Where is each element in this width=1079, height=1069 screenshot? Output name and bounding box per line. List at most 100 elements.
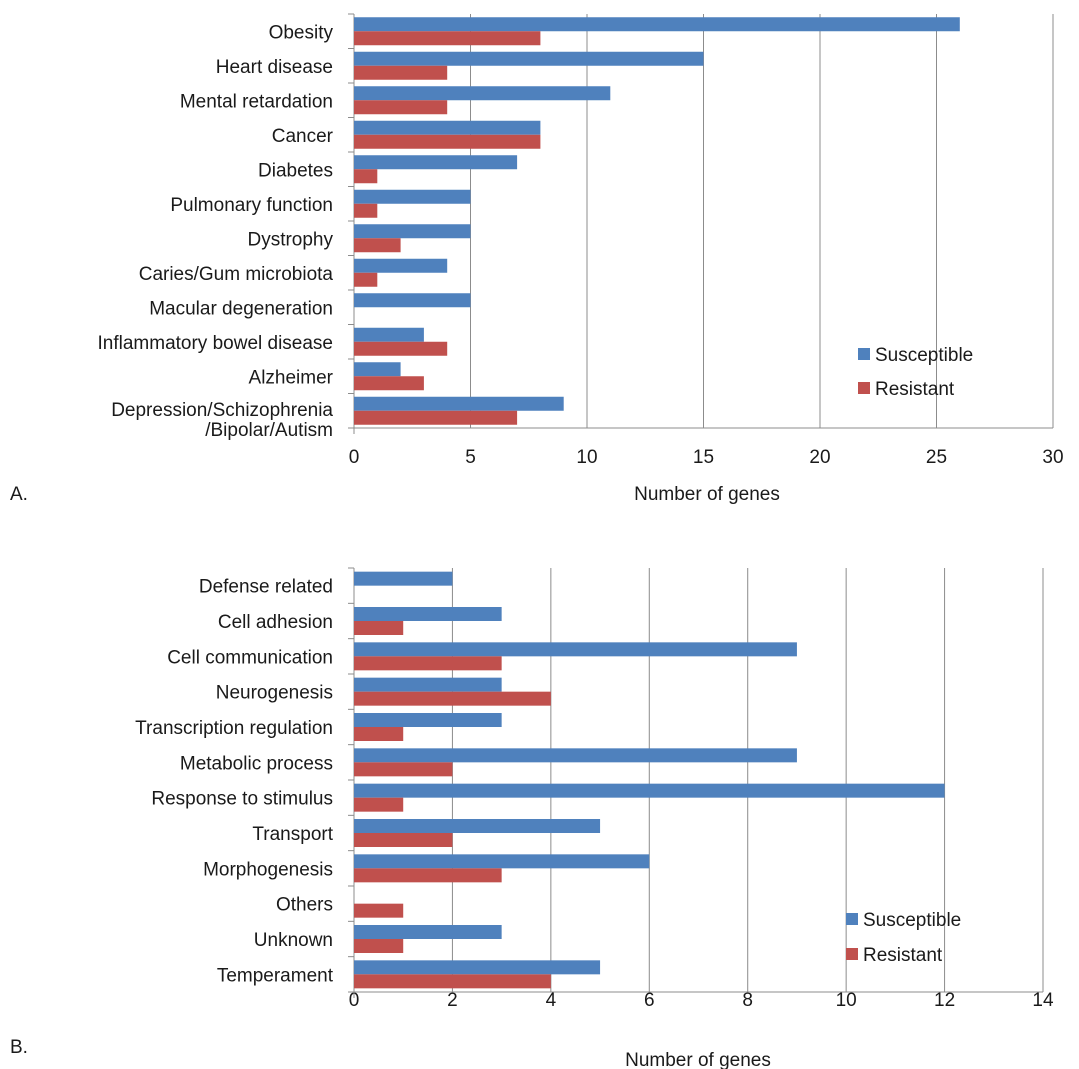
- category-label: Transport: [252, 824, 333, 845]
- bar-susceptible: [354, 189, 471, 204]
- x-tick-label: 0: [349, 990, 360, 1011]
- bar-resistant: [354, 100, 448, 115]
- bar-susceptible: [354, 819, 601, 833]
- bar-susceptible: [354, 86, 611, 101]
- bar-susceptible: [354, 396, 564, 411]
- x-tick-label: 6: [644, 990, 655, 1011]
- panel-a-chart: 0 5 10 15 20 25 30 Obesity Heart disease Mental r…: [10, 13, 1064, 505]
- legend-label-susceptible: Susceptible: [863, 910, 961, 931]
- bar-resistant: [354, 134, 541, 149]
- bar-susceptible: [354, 713, 502, 727]
- panel-b-chart: 0 2 4 6 8 10 12 14 Defense related Cell adhesion C…: [10, 567, 1054, 1069]
- bar-resistant: [354, 868, 502, 883]
- bar-susceptible: [354, 17, 960, 32]
- category-label: Defense related: [199, 577, 333, 598]
- bar-resistant: [354, 410, 518, 425]
- bar-susceptible: [354, 258, 448, 273]
- x-tick-label: 8: [742, 990, 753, 1011]
- bar-susceptible: [354, 362, 401, 377]
- bar-resistant: [354, 974, 551, 989]
- bar-susceptible: [354, 677, 502, 692]
- bar-susceptible: [354, 51, 704, 66]
- bar-susceptible: [354, 854, 650, 869]
- bar-resistant: [354, 833, 453, 847]
- x-tick-label: 30: [1042, 447, 1063, 468]
- category-label: Heart disease: [216, 57, 333, 78]
- category-label: Inflammatory bowel disease: [98, 333, 334, 354]
- bar-susceptible: [354, 642, 797, 657]
- bar-resistant: [354, 376, 424, 391]
- x-tick-label: 2: [447, 990, 458, 1011]
- category-label: Caries/Gum microbiota: [139, 264, 334, 285]
- category-label: Unknown: [254, 930, 333, 951]
- x-axis-title: Number of genes: [634, 484, 780, 505]
- category-label: Response to stimulus: [151, 789, 333, 810]
- bar-resistant: [354, 903, 404, 918]
- x-tick-label: 4: [546, 990, 557, 1011]
- bar-susceptible: [354, 120, 541, 135]
- bar-susceptible: [354, 960, 601, 975]
- x-tick-label: 12: [934, 990, 955, 1011]
- category-label: Transcription regulation: [135, 718, 333, 739]
- x-tick-label: 10: [836, 990, 857, 1011]
- legend-label-resistant: Resistant: [875, 379, 955, 400]
- bar-susceptible: [354, 155, 518, 170]
- category-label: Temperament: [217, 965, 334, 986]
- bar-susceptible: [354, 293, 471, 308]
- bar-susceptible: [354, 224, 471, 239]
- bar-susceptible: [354, 327, 424, 342]
- x-tick-label: 20: [809, 447, 830, 468]
- category-label: Cell communication: [167, 647, 333, 668]
- x-tick-label: 5: [465, 447, 476, 468]
- legend-swatch-resistant: [858, 382, 870, 394]
- category-label: Diabetes: [258, 160, 333, 181]
- bar-resistant: [354, 691, 551, 706]
- legend-swatch-susceptible: [858, 348, 870, 360]
- bar-susceptible: [354, 748, 797, 763]
- x-axis-title: Number of genes: [625, 1050, 771, 1069]
- bar-resistant: [354, 621, 404, 635]
- bar-resistant: [354, 272, 378, 287]
- bar-resistant: [354, 656, 502, 671]
- x-tick-label: 0: [349, 447, 360, 468]
- category-label: Depression/Schizophrenia: [111, 400, 333, 421]
- category-label: Mental retardation: [180, 91, 333, 112]
- bar-resistant: [354, 238, 401, 253]
- bar-resistant: [354, 31, 541, 46]
- legend-swatch-resistant: [846, 948, 858, 960]
- x-tick-label: 25: [926, 447, 947, 468]
- panel-label: B.: [10, 1037, 28, 1058]
- bar-susceptible: [354, 925, 502, 939]
- x-tick-label: 15: [693, 447, 714, 468]
- category-label: Alzheimer: [249, 367, 334, 388]
- bar-resistant: [354, 762, 453, 777]
- category-label: Metabolic process: [180, 753, 333, 774]
- legend-label-resistant: Resistant: [863, 945, 943, 966]
- category-label: Pulmonary function: [170, 195, 333, 216]
- category-label: Macular degeneration: [149, 298, 333, 319]
- category-label: Obesity: [269, 22, 334, 43]
- category-label: Morphogenesis: [203, 859, 333, 880]
- bar-resistant: [354, 727, 404, 741]
- bar-resistant: [354, 65, 448, 80]
- category-label: /Bipolar/Autism: [205, 420, 333, 441]
- category-label: Dystrophy: [247, 229, 333, 250]
- category-label: Neurogenesis: [216, 683, 333, 704]
- bar-resistant: [354, 939, 404, 953]
- bar-resistant: [354, 169, 378, 184]
- bar-resistant: [354, 203, 378, 218]
- bar-susceptible: [354, 783, 945, 798]
- category-label: Cancer: [272, 126, 334, 147]
- category-label: Others: [276, 895, 333, 916]
- panel-label: A.: [10, 484, 28, 505]
- x-tick-label: 10: [576, 447, 597, 468]
- legend-label-susceptible: Susceptible: [875, 345, 973, 366]
- bar-resistant: [354, 341, 448, 356]
- bar-susceptible: [354, 607, 502, 621]
- x-tick-label: 14: [1032, 990, 1054, 1011]
- bar-resistant: [354, 797, 404, 812]
- category-label: Cell adhesion: [218, 612, 333, 633]
- bar-susceptible: [354, 571, 453, 586]
- legend-swatch-susceptible: [846, 913, 858, 925]
